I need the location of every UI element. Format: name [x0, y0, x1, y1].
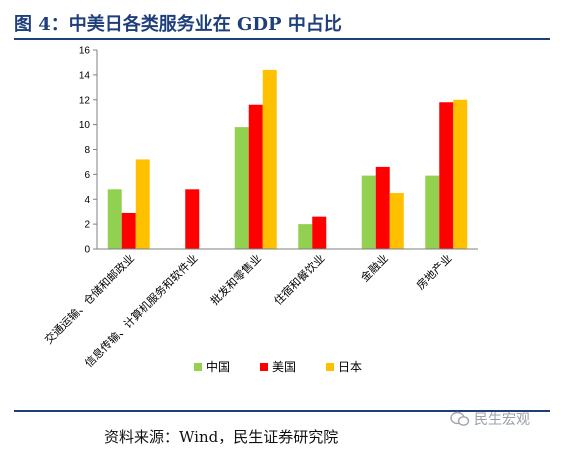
y-tick-label: 6 — [84, 170, 90, 181]
legend: 中国 美国 日本 — [194, 359, 362, 374]
bar — [361, 175, 376, 249]
legend-swatch — [326, 363, 334, 371]
x-category-label: 信息传输、计算机服务和软件业 — [82, 251, 201, 370]
bar — [425, 175, 440, 249]
x-category-label: 房地产业 — [413, 251, 454, 292]
title-rule — [14, 38, 550, 40]
bar — [135, 159, 150, 249]
legend-label: 日本 — [338, 360, 362, 374]
bar — [107, 189, 122, 249]
watermark: 民生宏观 — [450, 409, 530, 429]
y-tick-label: 4 — [84, 195, 90, 206]
y-tick-label: 12 — [79, 95, 91, 106]
x-category-label: 住宿和餐饮业 — [271, 251, 328, 308]
watermark-text: 民生宏观 — [474, 412, 530, 428]
y-tick-label: 16 — [79, 46, 91, 57]
bars — [107, 69, 468, 250]
bar — [375, 166, 390, 249]
bar — [248, 104, 263, 249]
bar — [121, 212, 136, 249]
legend-swatch — [194, 363, 202, 371]
bar — [185, 189, 200, 249]
bar — [262, 69, 277, 250]
legend-label: 美国 — [272, 360, 296, 374]
legend-label: 中国 — [206, 359, 230, 374]
y-tick-label: 10 — [79, 120, 91, 131]
y-tick-label: 8 — [84, 145, 90, 156]
y-axis: 0 2 4 6 8 10 12 14 16 — [79, 46, 98, 256]
bar — [298, 224, 313, 249]
x-category-label: 批发和零售业 — [207, 251, 264, 308]
bar — [312, 216, 327, 249]
x-category-label: 金融业 — [358, 251, 391, 284]
bar — [439, 102, 454, 249]
y-tick-label: 0 — [84, 245, 90, 256]
source-note: 资料来源：Wind，民生证券研究院 — [104, 428, 339, 446]
source-rule — [14, 410, 550, 412]
bar-chart: 0 2 4 6 8 10 12 14 16 交通运输、仓储和邮政业信息传输、计算机服务和软件业批… — [41, 46, 478, 374]
figure-title: 图 4：中美日各类服务业在 GDP 中占比 — [14, 14, 342, 35]
legend-swatch — [260, 363, 268, 371]
bar — [234, 127, 249, 249]
wechat-icon — [450, 411, 470, 426]
bar — [389, 193, 404, 249]
y-tick-label: 14 — [79, 70, 91, 81]
y-tick-label: 2 — [84, 220, 90, 231]
bar — [453, 99, 468, 249]
